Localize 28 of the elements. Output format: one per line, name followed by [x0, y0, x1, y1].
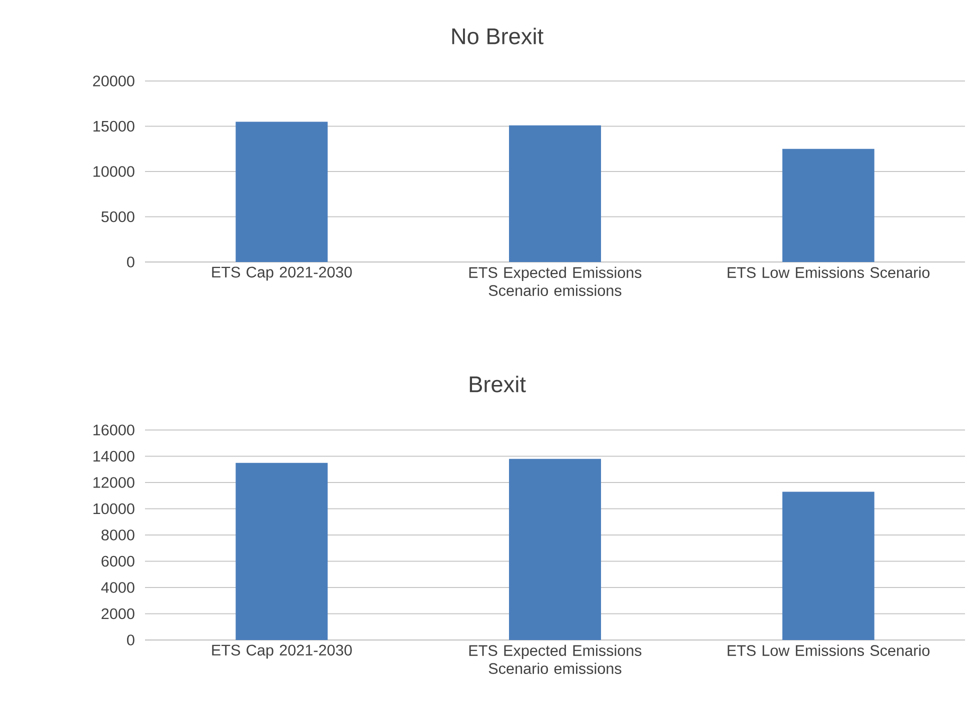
y-tick-label: 15000 — [93, 120, 134, 132]
x-tick-label: ETS Low Emissions Scenario — [728, 644, 930, 656]
y-tick-label: 10000 — [93, 503, 134, 514]
x-tick-label: ETS Cap 2021-2030 — [212, 266, 352, 281]
y-tick-label: 14000 — [93, 450, 134, 462]
x-tick-label: ETS Expected Emissions Scenario emissions — [469, 644, 642, 674]
chart-title: Brexit — [470, 376, 526, 392]
y-tick-label: 12000 — [93, 477, 134, 488]
x-tick-label: ETS Low Emissions Scenario — [728, 266, 930, 278]
y-tick-label: 4000 — [101, 582, 134, 593]
bar — [782, 492, 874, 640]
y-tick-label: 16000 — [93, 424, 134, 436]
y-tick-label: 8000 — [102, 530, 134, 540]
x-tick-label: ETS Expected Emissions Scenario emissions — [469, 266, 642, 296]
bar — [236, 462, 328, 640]
y-tick-label: 0 — [127, 256, 134, 268]
bar — [236, 122, 328, 262]
y-tick-label: 2000 — [102, 608, 134, 620]
chart-title: No Brexit — [452, 28, 544, 44]
y-tick-label: 20000 — [93, 76, 134, 86]
y-tick-label: 5000 — [101, 211, 134, 222]
bar — [509, 125, 602, 262]
y-tick-label: 0 — [127, 634, 134, 646]
bar — [509, 458, 602, 640]
y-tick-label: 6000 — [102, 556, 134, 567]
bar — [782, 148, 874, 262]
y-tick-label: 10000 — [93, 166, 134, 177]
x-tick-label: ETS Cap 2021-2030 — [212, 644, 352, 659]
